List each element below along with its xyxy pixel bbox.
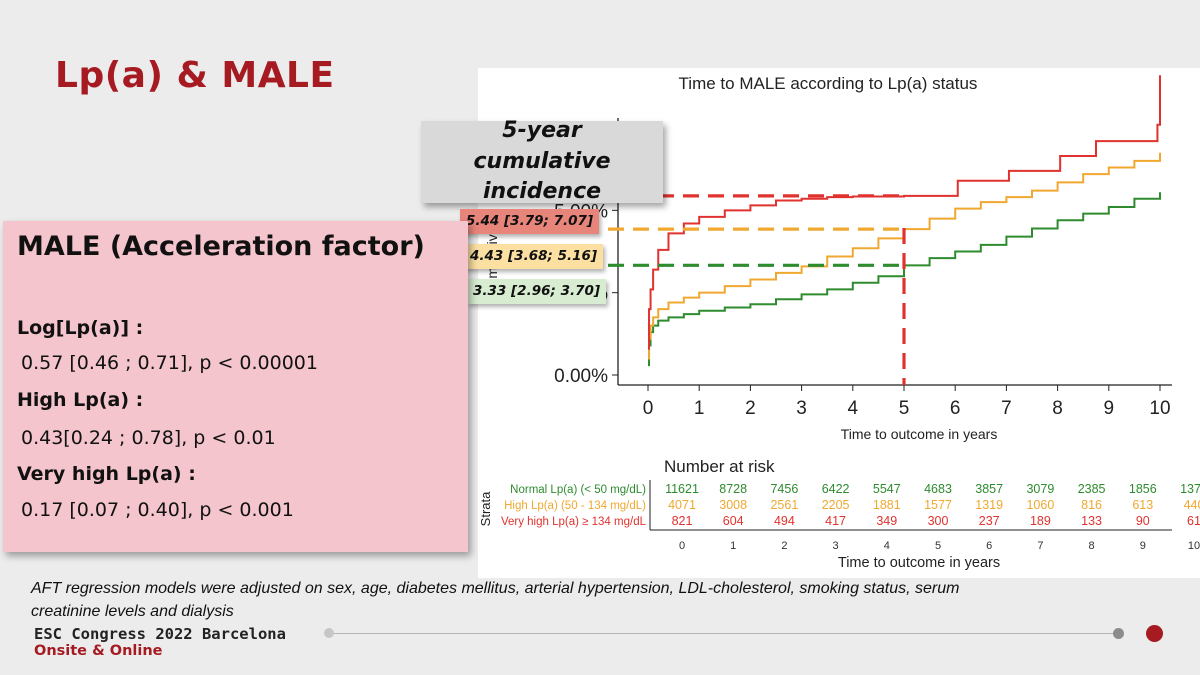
x-tick-label: 2 (745, 398, 756, 419)
incidence-label-high: 4.43 [3.68; 5.16] (464, 244, 604, 269)
risk-cell: 6422 (822, 482, 850, 496)
km-curve-1 (648, 152, 1161, 360)
acceleration-factor-box: MALE (Acceleration factor) Log[Lp(a)] : … (3, 221, 468, 552)
risk-cell: 494 (774, 514, 795, 528)
risk-cell: 189 (1030, 514, 1051, 528)
risk-cell: 133 (1081, 514, 1102, 528)
footer-dot-grey (1113, 628, 1124, 639)
risk-cell: 349 (876, 514, 897, 528)
risk-cell: 1374 (1180, 482, 1200, 496)
risk-cell: 8728 (719, 482, 747, 496)
stats-box-title: MALE (Acceleration factor) (17, 231, 425, 262)
footer-divider (330, 633, 1118, 634)
chart-title: Time to MALE according to Lp(a) status (679, 74, 978, 93)
risk-x-tick-label: 10 (1188, 540, 1200, 552)
risk-cell: 821 (672, 514, 693, 528)
risk-cell: 417 (825, 514, 846, 528)
footer-dot-left (324, 628, 334, 638)
risk-cell: 3857 (975, 482, 1003, 496)
risk-x-tick-label: 3 (833, 540, 839, 552)
x-tick-label: 3 (796, 398, 807, 419)
risk-cell: 4071 (668, 498, 696, 512)
km-curve-2 (648, 75, 1161, 350)
footer-subtitle: Onsite & Online (34, 643, 163, 659)
y-tick-label: 0.00% (554, 366, 608, 387)
risk-row-label: Very high Lp(a) ≥ 134 mg/dL (501, 516, 647, 528)
stat-value-very-high-lpa: 0.17 [0.07 ; 0.40], p < 0.001 (21, 499, 294, 521)
risk-x-tick-label: 0 (679, 540, 685, 552)
risk-x-tick-label: 2 (781, 540, 787, 552)
risk-row-label: Normal Lp(a) (< 50 mg/dL) (510, 484, 646, 496)
x-tick-label: 7 (1001, 398, 1012, 419)
risk-cell: 3008 (719, 498, 747, 512)
risk-x-tick-label: 7 (1037, 540, 1043, 552)
footer-brand: ESC Congress 2022 Barcelona (34, 625, 286, 643)
x-tick-label: 0 (643, 398, 654, 419)
risk-cell: 1881 (873, 498, 901, 512)
risk-cell: 613 (1132, 498, 1153, 512)
risk-cell: 61 (1187, 514, 1200, 528)
risk-x-tick-label: 4 (884, 540, 890, 552)
incidence-label-normal: 3.33 [2.96; 3.70] (467, 279, 607, 304)
risk-cell: 1577 (924, 498, 952, 512)
risk-table-title: Number at risk (664, 457, 775, 476)
risk-cell: 5547 (873, 482, 901, 496)
risk-cell: 1319 (975, 498, 1003, 512)
risk-x-tick-label: 8 (1089, 540, 1095, 552)
km-curve-0 (648, 192, 1161, 367)
risk-cell: 237 (979, 514, 1000, 528)
footnote: AFT regression models were adjusted on s… (31, 580, 960, 620)
x-tick-label: 4 (848, 398, 859, 419)
risk-cell: 90 (1136, 514, 1150, 528)
footer-dot-accent (1146, 625, 1163, 642)
risk-row-label: High Lp(a) (50 - 134 mg/dL) (504, 500, 646, 512)
x-tick-label: 9 (1104, 398, 1115, 419)
x-tick-label: 1 (694, 398, 705, 419)
stat-value-high-lpa: 0.43[0.24 ; 0.78], p < 0.01 (21, 427, 276, 449)
risk-x-tick-label: 9 (1140, 540, 1146, 552)
risk-x-tick-label: 5 (935, 540, 941, 552)
x-tick-label: 10 (1149, 398, 1170, 419)
stat-value-log-lpa: 0.57 [0.46 ; 0.71], p < 0.00001 (21, 352, 318, 374)
callout-text: 5-year cumulative incidence (473, 117, 611, 205)
x-tick-label: 5 (899, 398, 910, 419)
risk-x-axis-label: Time to outcome in years (838, 555, 1000, 571)
stat-heading-log-lpa: Log[Lp(a)] : (17, 317, 144, 339)
risk-cell: 604 (723, 514, 744, 528)
risk-cell: 2561 (770, 498, 798, 512)
x-tick-label: 6 (950, 398, 961, 419)
slide-title: Lp(a) & MALE (55, 55, 335, 96)
risk-cell: 300 (928, 514, 949, 528)
strata-label: Strata (478, 491, 493, 526)
stat-heading-very-high-lpa: Very high Lp(a) : (17, 463, 196, 485)
stat-heading-high-lpa: High Lp(a) : (17, 389, 144, 411)
incidence-label-very-high: 5.44 [3.79; 7.07] (460, 209, 600, 234)
risk-x-tick-label: 6 (986, 540, 992, 552)
risk-cell: 816 (1081, 498, 1102, 512)
risk-cell: 2205 (822, 498, 850, 512)
x-axis-label: Time to outcome in years (841, 426, 998, 442)
risk-cell: 3079 (1026, 482, 1054, 496)
risk-cell: 440 (1184, 498, 1200, 512)
risk-x-tick-label: 1 (730, 540, 736, 552)
x-tick-label: 8 (1052, 398, 1063, 419)
incidence-callout: 5-year cumulative incidence (421, 118, 663, 204)
risk-cell: 11621 (665, 482, 699, 496)
risk-cell: 4683 (924, 482, 952, 496)
risk-cell: 2385 (1078, 482, 1106, 496)
risk-cell: 7456 (770, 482, 798, 496)
risk-cell: 1060 (1026, 498, 1054, 512)
risk-cell: 1856 (1129, 482, 1157, 496)
